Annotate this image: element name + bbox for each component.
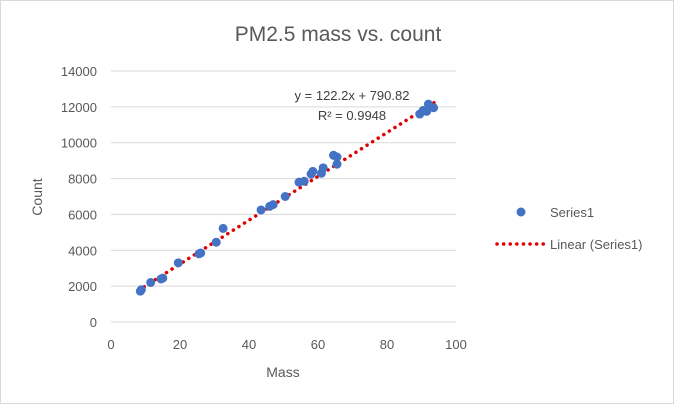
y-tick-label: 14000 bbox=[61, 64, 97, 79]
y-tick-label: 0 bbox=[90, 315, 97, 330]
y-tick-label: 12000 bbox=[61, 100, 97, 115]
data-point bbox=[196, 248, 206, 258]
x-tick-label: 20 bbox=[173, 337, 187, 352]
chart-title: PM2.5 mass vs. count bbox=[235, 23, 442, 46]
data-point bbox=[158, 273, 168, 283]
y-tick-label: 10000 bbox=[61, 136, 97, 151]
data-point bbox=[308, 166, 318, 176]
data-point bbox=[299, 176, 309, 186]
data-point bbox=[332, 152, 342, 162]
data-point bbox=[146, 278, 156, 288]
x-tick-label: 100 bbox=[445, 337, 467, 352]
y-tick-label: 8000 bbox=[68, 172, 97, 187]
trendline-r-squared: R² = 0.9948 bbox=[318, 108, 386, 123]
x-tick-label: 60 bbox=[311, 337, 325, 352]
y-tick-label: 2000 bbox=[68, 279, 97, 294]
data-point bbox=[422, 106, 432, 116]
trendline-line bbox=[136, 100, 438, 293]
data-point bbox=[429, 103, 439, 113]
y-axis-ticks: 0 2000 4000 6000 8000 10000 12000 14000 bbox=[61, 64, 97, 330]
data-point bbox=[173, 258, 183, 268]
legend-marker-series1 bbox=[516, 207, 526, 217]
x-tick-label: 40 bbox=[242, 337, 256, 352]
y-tick-label: 6000 bbox=[68, 207, 97, 222]
data-points bbox=[135, 99, 439, 296]
legend-label-series1: Series1 bbox=[550, 205, 594, 220]
trendline-equation: y = 122.2x + 790.82 bbox=[295, 88, 410, 103]
x-axis-label: Mass bbox=[266, 364, 299, 380]
data-point bbox=[218, 223, 228, 233]
y-tick-label: 4000 bbox=[68, 243, 97, 258]
gridlines bbox=[111, 70, 456, 323]
x-axis-ticks: 0 20 40 60 80 100 bbox=[107, 337, 466, 352]
data-point bbox=[268, 200, 278, 210]
data-point bbox=[332, 159, 342, 169]
data-point bbox=[318, 163, 328, 173]
legend: Series1 Linear (Series1) bbox=[495, 205, 643, 252]
y-axis-label: Count bbox=[29, 178, 45, 215]
data-point bbox=[280, 192, 290, 201]
data-point bbox=[136, 285, 146, 295]
x-tick-label: 80 bbox=[380, 337, 394, 352]
legend-label-trendline: Linear (Series1) bbox=[550, 237, 643, 252]
data-point bbox=[211, 237, 221, 247]
data-point bbox=[256, 205, 266, 215]
trendline bbox=[136, 100, 438, 293]
x-tick-label: 0 bbox=[107, 337, 114, 352]
